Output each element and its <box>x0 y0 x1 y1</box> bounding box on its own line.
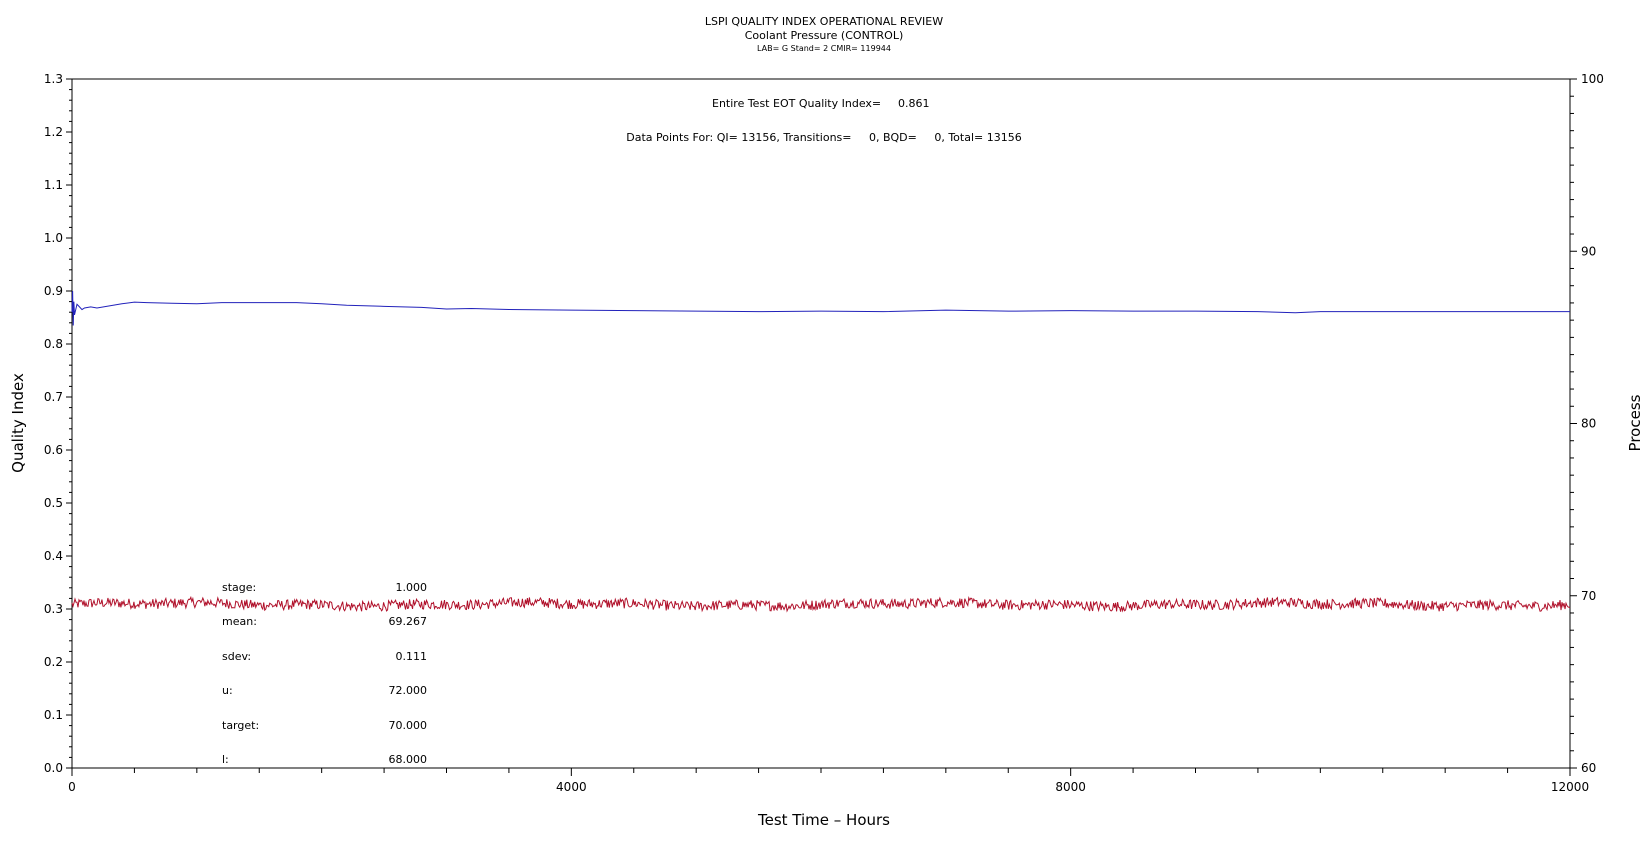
y2-tick-label: 90 <box>1581 244 1596 258</box>
chart-subtitle: Coolant Pressure (CONTROL) <box>745 29 904 42</box>
right-axis: 60 70 80 90 100 <box>1570 72 1604 775</box>
y-tick-label: 1.1 <box>44 178 63 192</box>
chart-subsubtitle: LAB= G Stand= 2 CMIR= 119944 <box>757 44 891 53</box>
chart-title: LSPI QUALITY INDEX OPERATIONAL REVIEW <box>705 15 943 28</box>
y2-tick-label: 60 <box>1581 761 1596 775</box>
stat-value: 69.267 <box>389 615 428 628</box>
stat-value: 0.111 <box>396 650 428 663</box>
y2-axis-label: Process <box>1626 394 1644 451</box>
stat-label: mean: <box>222 615 257 628</box>
stat-label: stage: <box>222 581 256 594</box>
y2-tick-label: 70 <box>1581 589 1596 603</box>
stat-value: 72.000 <box>389 684 428 697</box>
data-points-label: Data Points For: QI= 13156, Transitions=… <box>626 131 1021 144</box>
stat-label: target: <box>222 719 259 732</box>
y-tick-label: 0.0 <box>44 761 63 775</box>
x-tick-label: 4000 <box>556 780 587 794</box>
stat-value: 70.000 <box>389 719 428 732</box>
x-tick-label: 12000 <box>1551 780 1589 794</box>
y-tick-label: 0.8 <box>44 337 63 351</box>
stat-label: l: <box>222 753 229 766</box>
eot-value: 0.861 <box>898 97 930 110</box>
plot-frame <box>71 78 1571 769</box>
y2-tick-label: 100 <box>1581 72 1604 86</box>
y-tick-label: 1.0 <box>44 231 63 245</box>
stat-value: 1.000 <box>396 581 428 594</box>
x-tick-label: 8000 <box>1055 780 1086 794</box>
y-tick-label: 0.9 <box>44 284 63 298</box>
x-axis-label: Test Time – Hours <box>757 811 890 829</box>
y-tick-label: 0.4 <box>44 549 63 563</box>
y-tick-label: 1.2 <box>44 125 63 139</box>
stats-table: stage: 1.000 mean: 69.267 sdev: 0.111 u: 72.000… <box>222 581 427 766</box>
y-tick-label: 0.5 <box>44 496 63 510</box>
x-tick-label: 0 <box>68 780 76 794</box>
y-tick-label: 0.2 <box>44 655 63 669</box>
y-tick-label: 0.6 <box>44 443 63 457</box>
y-tick-label: 1.3 <box>44 72 63 86</box>
stat-value: 68.000 <box>389 753 428 766</box>
series-group <box>71 290 1571 613</box>
quality-index-line <box>71 290 1570 326</box>
stat-label: sdev: <box>222 650 251 663</box>
left-axis: 0.0 0.1 0.2 0.3 0.4 0.5 0.6 0.7 0.8 0.9 1.0 1.1 1.2 1… <box>44 72 72 775</box>
y-tick-label: 0.1 <box>44 708 63 722</box>
process-line <box>71 595 1571 613</box>
y-axis-label: Quality Index <box>9 373 27 473</box>
y-tick-label: 0.3 <box>44 602 63 616</box>
bottom-axis: 0 4000 8000 12000 <box>68 768 1589 794</box>
y2-tick-label: 80 <box>1581 417 1596 431</box>
y-tick-label: 0.7 <box>44 390 63 404</box>
stat-label: u: <box>222 684 233 697</box>
eot-label: Entire Test EOT Quality Index= <box>712 97 881 110</box>
